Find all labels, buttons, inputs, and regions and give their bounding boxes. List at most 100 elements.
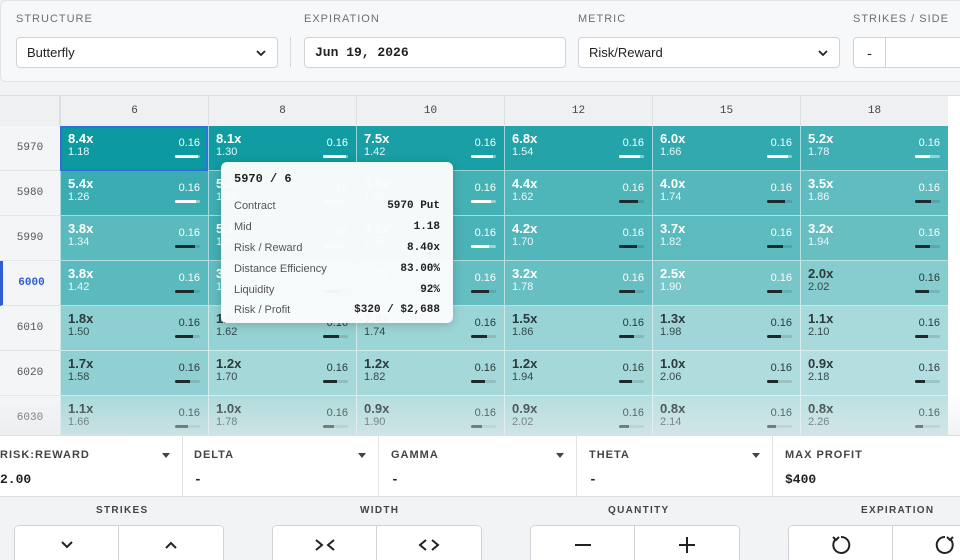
- delta-value: 0.16: [770, 137, 792, 149]
- grid-cell[interactable]: 1.0x 2.06 0.16: [652, 351, 800, 396]
- quantity-increase-button[interactable]: [635, 526, 739, 560]
- grid-cell[interactable]: 0.9x 2.02 0.16: [504, 396, 652, 435]
- grid-cell[interactable]: 4.4x 1.62 0.16: [504, 171, 652, 216]
- expiration-back-button[interactable]: [789, 526, 893, 560]
- quantity-decrease-button[interactable]: [531, 526, 635, 560]
- metric-label: GAMMA: [391, 449, 439, 461]
- grid-cell[interactable]: 0.8x 2.26 0.16: [800, 396, 948, 435]
- decrement-button[interactable]: -: [854, 38, 886, 67]
- liquidity-fill: [915, 200, 932, 203]
- grid-cell[interactable]: 0.8x 2.14 0.16: [652, 396, 800, 435]
- metric-select[interactable]: Risk/Reward: [578, 37, 840, 68]
- grid-cell[interactable]: 4.0x 1.74 0.16: [652, 171, 800, 216]
- grid-cell[interactable]: 1.7x 1.58 0.16: [60, 351, 208, 396]
- delta-value: 0.16: [770, 182, 792, 194]
- grid-cell[interactable]: 3.5x 1.86 0.16: [800, 171, 948, 216]
- grid-cell[interactable]: 3.8x 1.34 0.16: [60, 216, 208, 261]
- mid-price: 1.30: [216, 146, 238, 158]
- strikes-side-control: STRIKES / SIDE -: [853, 13, 960, 68]
- grid-cell[interactable]: 0.9x 1.90 0.16: [356, 396, 504, 435]
- grid-cell[interactable]: 5.4x 1.26 0.16: [60, 171, 208, 216]
- expiration-control: EXPIRATION Jun 19, 2026: [304, 13, 566, 68]
- grid-cell[interactable]: 6.8x 1.54 0.16: [504, 126, 652, 171]
- liquidity-bar: [619, 335, 644, 338]
- delta-value: 0.16: [474, 182, 496, 194]
- grid-cell[interactable]: 1.5x 1.86 0.16: [504, 306, 652, 351]
- row-header-strike: 6020: [0, 351, 60, 396]
- caret-down-icon[interactable]: [358, 452, 366, 458]
- grid-cell[interactable]: 3.8x 1.42 0.16: [60, 261, 208, 306]
- grid-cell[interactable]: 2.0x 2.02 0.16: [800, 261, 948, 306]
- grid-cell[interactable]: 1.0x 1.78 0.16: [208, 396, 356, 435]
- width-buttons: [272, 525, 482, 560]
- mid-price: 1.86: [512, 326, 534, 338]
- strikes-down-button[interactable]: [15, 526, 119, 560]
- mid-price: 1.90: [660, 281, 682, 293]
- liquidity-fill: [175, 425, 188, 428]
- caret-down-icon[interactable]: [556, 452, 564, 458]
- liquidity-fill: [767, 290, 782, 293]
- expiration-input[interactable]: Jun 19, 2026: [304, 37, 566, 68]
- strikes-up-button[interactable]: [119, 526, 223, 560]
- caret-down-icon[interactable]: [162, 452, 170, 458]
- liquidity-bar: [767, 335, 792, 338]
- liquidity-bar: [471, 290, 496, 293]
- grid-cell[interactable]: 1.1x 1.66 0.16: [60, 396, 208, 435]
- structure-select[interactable]: Butterfly: [16, 37, 278, 68]
- delta-value: 0.16: [770, 317, 792, 329]
- liquidity-bar: [175, 155, 200, 158]
- delta-value: 0.16: [918, 137, 940, 149]
- liquidity-fill: [915, 155, 930, 158]
- metric-card[interactable]: DELTA -: [182, 436, 379, 498]
- liquidity-fill: [471, 245, 489, 248]
- expiration-forward-button[interactable]: [893, 526, 960, 560]
- caret-down-icon[interactable]: [752, 452, 760, 458]
- grid-cell[interactable]: 6.0x 1.66 0.16: [652, 126, 800, 171]
- tooltip-row: Contract 5970 Put: [234, 196, 440, 217]
- grid-cell[interactable]: 3.2x 1.94 0.16: [800, 216, 948, 261]
- liquidity-fill: [915, 245, 930, 248]
- liquidity-fill: [175, 155, 198, 158]
- metric-value: 2.00: [0, 472, 32, 487]
- metric-card[interactable]: THETA -: [577, 436, 773, 498]
- expiration-value: Jun 19, 2026: [315, 45, 409, 60]
- delta-value: 0.16: [178, 137, 200, 149]
- grid-cell[interactable]: 1.2x 1.70 0.16: [208, 351, 356, 396]
- liquidity-bar: [767, 245, 792, 248]
- grid-cell[interactable]: 3.7x 1.82 0.16: [652, 216, 800, 261]
- structure-label: STRUCTURE: [16, 13, 93, 25]
- delta-value: 0.16: [326, 137, 348, 149]
- metric-value: -: [391, 472, 399, 487]
- liquidity-fill: [915, 425, 923, 428]
- grid-cell[interactable]: 1.1x 2.10 0.16: [800, 306, 948, 351]
- column-header-width: 10: [356, 96, 504, 126]
- liquidity-fill: [471, 380, 485, 383]
- liquidity-bar: [471, 335, 496, 338]
- risk-reward-value: 0.9x: [808, 356, 834, 371]
- collapse-icon: [314, 539, 335, 551]
- strikes-side-stepper[interactable]: -: [853, 37, 960, 68]
- grid-cell[interactable]: 8.4x 1.18 0.16: [60, 126, 208, 171]
- risk-reward-value: 1.3x: [660, 311, 686, 326]
- row-header-strike: 5990: [0, 216, 60, 261]
- metric-card[interactable]: GAMMA -: [379, 436, 577, 498]
- grid-cell[interactable]: 1.3x 1.98 0.16: [652, 306, 800, 351]
- metric-card[interactable]: RISK:REWARD 2.00: [0, 436, 183, 498]
- width-widen-button[interactable]: [377, 526, 481, 560]
- width-narrow-button[interactable]: [273, 526, 377, 560]
- mid-price: 1.42: [364, 146, 386, 158]
- metric-label-row: MAX PROFIT: [785, 449, 960, 461]
- risk-reward-value: 1.8x: [68, 311, 94, 326]
- mid-price: 2.06: [660, 371, 682, 383]
- grid-cell[interactable]: 5.2x 1.78 0.16: [800, 126, 948, 171]
- delta-value: 0.16: [178, 407, 200, 419]
- liquidity-bar: [175, 245, 200, 248]
- grid-cell[interactable]: 1.8x 1.50 0.16: [60, 306, 208, 351]
- grid-cell[interactable]: 0.9x 2.18 0.16: [800, 351, 948, 396]
- grid-cell[interactable]: 1.2x 1.94 0.16: [504, 351, 652, 396]
- grid-cell[interactable]: 2.5x 1.90 0.16: [652, 261, 800, 306]
- metric-label: THETA: [589, 449, 630, 461]
- grid-cell[interactable]: 3.2x 1.78 0.16: [504, 261, 652, 306]
- grid-cell[interactable]: 1.2x 1.82 0.16: [356, 351, 504, 396]
- grid-cell[interactable]: 4.2x 1.70 0.16: [504, 216, 652, 261]
